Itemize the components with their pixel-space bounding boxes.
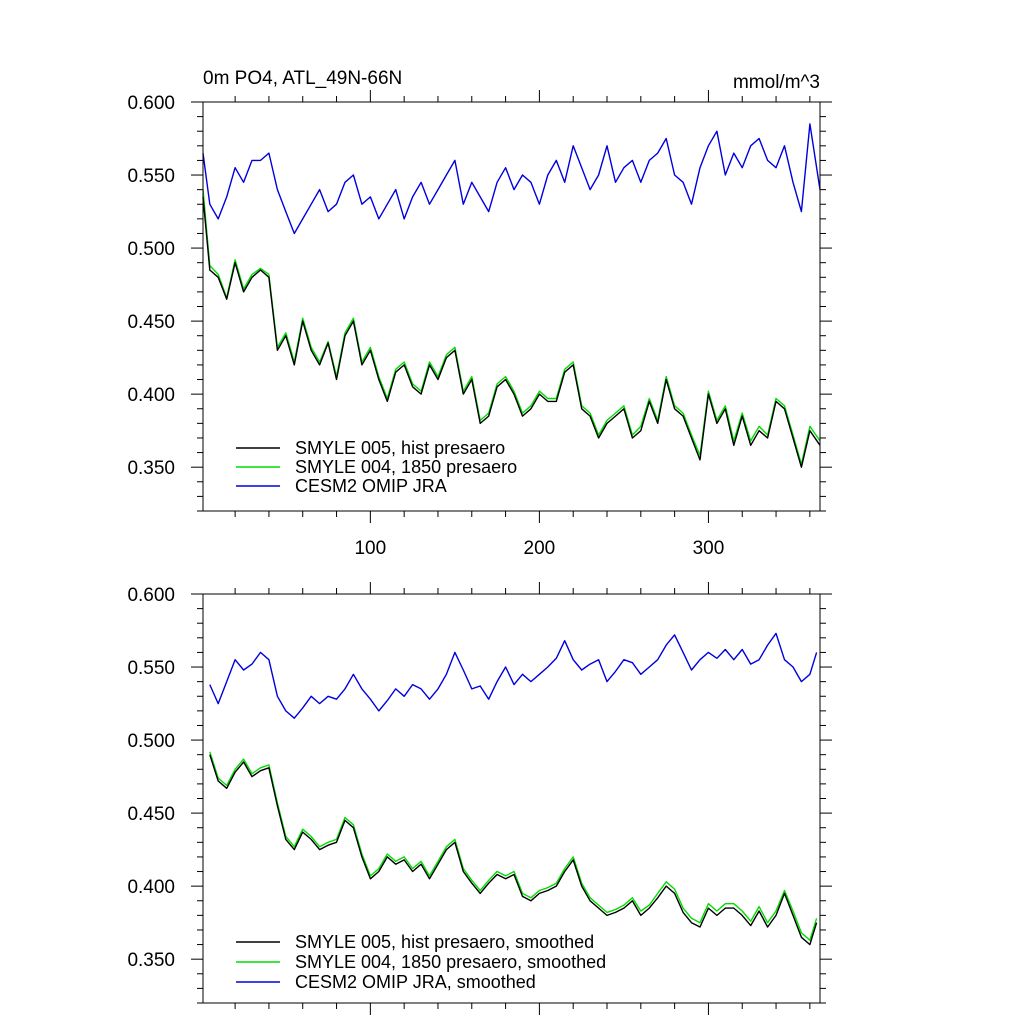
bottom-panel: 0.350 0.400 0.450 0.500 0.550 0.600 SMYLE 005…: [127, 582, 832, 1015]
legend-label: CESM2 OMIP JRA: [295, 476, 447, 496]
legend: SMYLE 005, hist presaero, smoothedSMYLE …: [236, 932, 606, 992]
x-tick-label: 300: [693, 538, 725, 559]
plot-frame: [202, 593, 821, 1004]
axis-ticks: [191, 90, 832, 523]
y-tick-label: 0.550: [127, 166, 175, 187]
series-lines: [209, 632, 818, 946]
y-tick-label: 0.500: [127, 239, 175, 260]
plot-frame: [202, 101, 821, 512]
y-tick-label: 0.450: [127, 804, 175, 825]
chart-title: 0m PO4, ATL_49N-66N: [203, 68, 402, 89]
y-tick-labels: 0.350 0.400 0.450 0.500 0.550 0.600: [127, 93, 175, 479]
y-tick-label: 0.450: [127, 312, 175, 333]
axis-ticks: [191, 582, 832, 1015]
y-tick-label: 0.350: [127, 458, 175, 479]
y-tick-label: 0.600: [127, 585, 175, 606]
legend-label: SMYLE 005, hist presaero: [295, 438, 505, 458]
x-tick-label: 200: [524, 538, 556, 559]
series-line-1: [202, 189, 821, 465]
x-tick-label: 100: [354, 538, 386, 559]
y-tick-label: 0.350: [127, 950, 175, 971]
y-tick-labels: 0.350 0.400 0.450 0.500 0.550 0.600: [127, 585, 175, 971]
units-label: mmol/m^3: [733, 72, 820, 93]
y-tick-label: 0.500: [127, 731, 175, 752]
series-line-1: [209, 751, 818, 941]
series-lines: [202, 123, 821, 468]
legend-label: SMYLE 004, 1850 presaero: [295, 457, 517, 477]
series-line-0: [202, 196, 821, 468]
legend-label: SMYLE 004, 1850 presaero, smoothed: [295, 952, 606, 972]
legend-label: CESM2 OMIP JRA, smoothed: [295, 972, 536, 992]
series-line-2: [209, 632, 818, 719]
y-tick-label: 0.400: [127, 385, 175, 406]
series-line-0: [209, 754, 818, 946]
series-line-2: [202, 123, 821, 235]
top-panel: 0m PO4, ATL_49N-66N mmol/m^3 0.3500.4000…: [127, 68, 832, 559]
y-tick-label: 0.400: [127, 877, 175, 898]
x-tick-labels: 100 200 300: [354, 538, 724, 559]
y-tick-label: 0.550: [127, 658, 175, 679]
legend-label: SMYLE 005, hist presaero, smoothed: [295, 932, 594, 952]
y-tick-label: 0.600: [127, 93, 175, 114]
